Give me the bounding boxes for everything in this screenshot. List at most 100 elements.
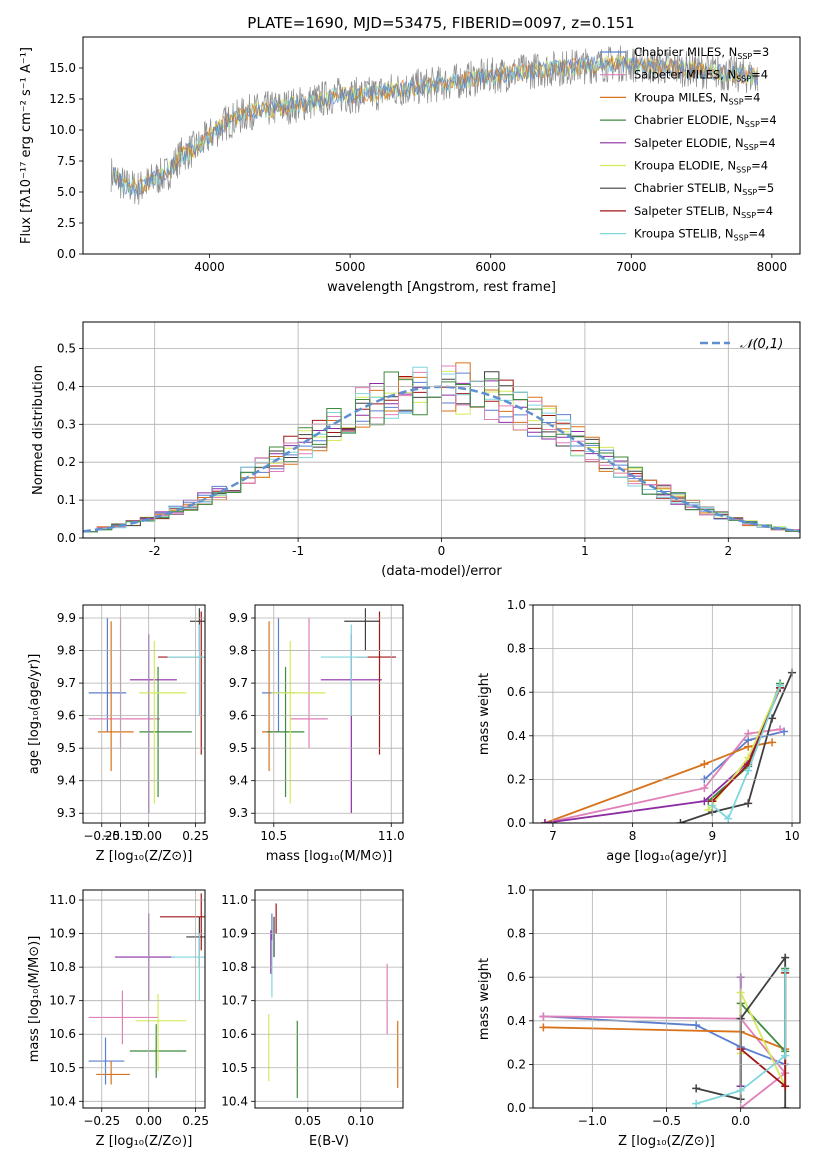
y-tick-label: 9.5 <box>229 741 248 755</box>
weight-point-marker <box>781 953 790 962</box>
weight-point-marker <box>781 1104 790 1108</box>
figure-title: PLATE=1690, MJD=53475, FIBERID=0097, z=0… <box>247 14 634 32</box>
weight-point-marker <box>692 1021 701 1030</box>
y-tick-label: 9.4 <box>229 774 248 788</box>
y-tick-label: 9.9 <box>229 611 248 625</box>
x-tick-label: 9 <box>709 829 717 843</box>
x-tick-label: 0.0 <box>731 1114 750 1128</box>
y-axis-label: age [log₁₀(age/yr)] <box>27 654 42 775</box>
y-tick-label: 10.7 <box>49 994 76 1008</box>
x-tick-label: 10.5 <box>260 829 287 843</box>
y-tick-label: 15.0 <box>49 61 76 75</box>
weight-point-marker <box>744 742 753 751</box>
y-tick-label: 11.0 <box>49 893 76 907</box>
y-tick-label: 5.0 <box>57 185 76 199</box>
weight-point-marker <box>700 760 709 769</box>
x-tick-label: 2 <box>724 544 732 558</box>
x-tick-label: −0.25 <box>83 829 120 843</box>
y-tick-label: 10.6 <box>49 1027 76 1041</box>
y-tick-label: 9.5 <box>57 741 76 755</box>
x-tick-label: 5000 <box>335 260 366 274</box>
y-tick-label: 9.3 <box>57 806 76 820</box>
weight-point-marker <box>781 1051 790 1060</box>
x-tick-label: 4000 <box>194 260 225 274</box>
y-tick-label: 10.5 <box>49 1061 76 1075</box>
plot-area <box>262 608 396 814</box>
weight-point-marker <box>768 714 777 723</box>
weight-point-marker <box>539 1023 548 1032</box>
y-tick-label: 1.0 <box>507 883 526 897</box>
weight-point-marker <box>700 784 709 793</box>
x-tick-label: 10 <box>784 829 799 843</box>
weight-point-marker <box>781 1082 790 1091</box>
y-tick-label: 0.8 <box>507 642 526 656</box>
x-axis-label: mass [log₁₀(M/M⊙)] <box>266 849 393 864</box>
y-tick-label: 10.8 <box>221 960 248 974</box>
weight-series-line <box>543 1015 786 1066</box>
panel-weight_vs_Z: −1.0 −0.5 0.0 0.0 0.2 0.4 0.6 0.8 1.0 Z [log₁₀(Z/… <box>477 883 801 1149</box>
weight-point-marker <box>776 681 785 690</box>
legend-label: Chabrier MILES, NSSP=3 <box>634 45 769 61</box>
x-tick-label: 0.00 <box>135 1114 162 1128</box>
axes-frame <box>254 604 404 824</box>
y-axis-label: Normed distribution <box>31 365 46 495</box>
y-tick-label: 9.9 <box>57 611 76 625</box>
spectrum-legend: Chabrier MILES, NSSP=3 Salpeter MILES, NS… <box>600 45 777 243</box>
x-tick-label: 1 <box>581 544 589 558</box>
weight-point-marker <box>781 966 790 975</box>
x-tick-label: 0.00 <box>135 829 162 843</box>
x-tick-label: 7000 <box>616 260 647 274</box>
y-tick-label: 0.2 <box>57 455 76 469</box>
y-tick-label: 11.0 <box>221 893 248 907</box>
weight-series-line <box>740 972 787 1089</box>
weight-series-line <box>544 741 773 823</box>
legend-label: Chabrier STELIB, NSSP=5 <box>634 181 774 197</box>
panel-weight_vs_age: 7 8 9 10 0.0 0.2 0.4 0.6 0.8 1.0 age [log₁₀(age/yr… <box>477 598 801 864</box>
spectrum-series-line <box>113 56 758 197</box>
weight-point-marker <box>700 797 709 806</box>
y-tick-label: 9.8 <box>57 644 76 658</box>
y-tick-label: 12.5 <box>49 92 76 106</box>
x-tick-label: -1 <box>292 544 304 558</box>
y-tick-label: 10.5 <box>221 1061 248 1075</box>
weight-series-line <box>543 1015 787 1108</box>
x-tick-label: -2 <box>149 544 161 558</box>
x-tick-label: −0.5 <box>652 1114 681 1128</box>
plot-area <box>540 668 797 823</box>
axes-frame <box>82 36 801 255</box>
y-tick-label: 2.5 <box>57 216 76 230</box>
weight-point-marker <box>539 1012 548 1021</box>
x-tick-label: 8000 <box>757 260 788 274</box>
y-tick-label: 10.9 <box>221 927 248 941</box>
weight-series-line <box>543 1026 786 1050</box>
axes-frame <box>532 889 801 1109</box>
legend-label: Kroupa ELODIE, NSSP=4 <box>634 159 768 175</box>
y-tick-label: 9.4 <box>57 774 76 788</box>
y-tick-label: 10.9 <box>49 927 76 941</box>
y-tick-label: 10.0 <box>49 123 76 137</box>
x-axis-label: (data-model)/error <box>381 564 502 579</box>
y-tick-label: 9.8 <box>229 644 248 658</box>
plot-area <box>110 45 759 205</box>
y-tick-label: 7.5 <box>57 154 76 168</box>
x-tick-label: 0 <box>438 544 446 558</box>
legend-label: Salpeter MILES, NSSP=4 <box>634 68 768 84</box>
plot-area <box>268 903 399 1098</box>
axes-frame <box>82 321 801 539</box>
axes-frame <box>254 889 404 1109</box>
x-axis-label: Z [log₁₀(Z/Z⊙)] <box>96 1134 193 1149</box>
x-tick-label: 0.05 <box>294 1114 321 1128</box>
panel-age_vs_mass: 10.5 11.0 9.3 9.4 9.5 9.6 9.7 9.8 9.9 mass [log₁₀… <box>229 604 405 864</box>
legend-label: Salpeter STELIB, NSSP=4 <box>634 204 773 220</box>
y-tick-label: 10.8 <box>49 960 76 974</box>
y-axis-label: mass weight <box>477 673 492 755</box>
weight-point-marker <box>744 799 753 808</box>
y-tick-label: 10.4 <box>221 1094 248 1108</box>
legend-label: Kroupa STELIB, NSSP=4 <box>634 227 765 243</box>
panel-spectrum: 4000 5000 6000 7000 8000 0.0 2.5 5.0 7.5 10.0 12.5… <box>19 36 801 295</box>
y-tick-label: 0.6 <box>507 970 526 984</box>
y-axis-label: Flux [fλ10⁻¹⁷ erg cm⁻² s⁻¹ A⁻¹] <box>19 47 34 244</box>
weight-point-marker <box>744 729 753 738</box>
